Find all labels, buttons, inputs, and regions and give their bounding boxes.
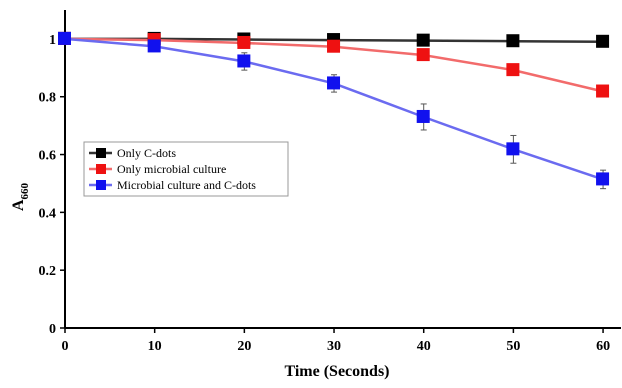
- legend-marker: [96, 148, 106, 158]
- legend-box: [83, 141, 289, 197]
- y-tick-label: 0.8: [39, 91, 57, 106]
- x-tick-label: 10: [148, 339, 162, 354]
- y-tick-label: 0.2: [39, 264, 57, 279]
- legend-label: Microbial culture and C-dots: [117, 178, 256, 192]
- axes: [64, 10, 621, 329]
- legend: Only C-dots Only microbial culture Microbi…: [83, 141, 289, 197]
- x-tick-label: 0: [62, 339, 69, 354]
- data-point-series-3: [506, 142, 520, 156]
- data-point-series-2: [596, 84, 610, 98]
- legend-marker: [96, 180, 106, 190]
- data-point-series-2: [506, 63, 520, 77]
- x-tick-label: 30: [327, 339, 341, 354]
- data-point-series-1: [596, 34, 610, 48]
- data-point-series-2: [237, 35, 251, 49]
- legend-label: Only microbial culture: [117, 162, 226, 176]
- y-axis-ticks: 0 0.2 0.4 0.6 0.8 1: [39, 33, 65, 337]
- y-tick-label: 0.4: [39, 206, 57, 221]
- x-axis-title: Time (Seconds): [284, 363, 389, 380]
- y-axis-title-subscript: 660: [19, 182, 31, 199]
- x-tick-label: 50: [506, 339, 520, 354]
- data-point-series-3: [237, 54, 251, 68]
- legend-marker: [96, 164, 106, 174]
- y-tick-label: 0: [49, 322, 56, 337]
- data-point-series-2: [416, 48, 430, 62]
- data-point-series-3: [147, 39, 161, 53]
- legend-label: Only C-dots: [117, 146, 176, 160]
- y-axis-title: A660: [10, 182, 31, 211]
- x-tick-label: 20: [237, 339, 251, 354]
- data-point-series-1: [416, 33, 430, 47]
- x-tick-label: 40: [417, 339, 431, 354]
- series-markers: [58, 31, 610, 186]
- data-point-series-3: [58, 31, 71, 45]
- x-axis-ticks: 0 10 20 30 40 50 60: [62, 328, 610, 354]
- data-point-series-3: [596, 172, 610, 186]
- data-point-series-3: [416, 109, 430, 123]
- data-point-series-2: [327, 39, 341, 53]
- data-point-series-1: [506, 34, 520, 48]
- y-tick-label: 0.6: [39, 149, 57, 164]
- y-tick-label: 1: [49, 33, 56, 48]
- data-point-series-3: [327, 76, 341, 90]
- x-tick-label: 60: [596, 339, 610, 354]
- svg-text:A660: A660: [10, 182, 31, 211]
- y-axis-title-main: A: [10, 199, 27, 211]
